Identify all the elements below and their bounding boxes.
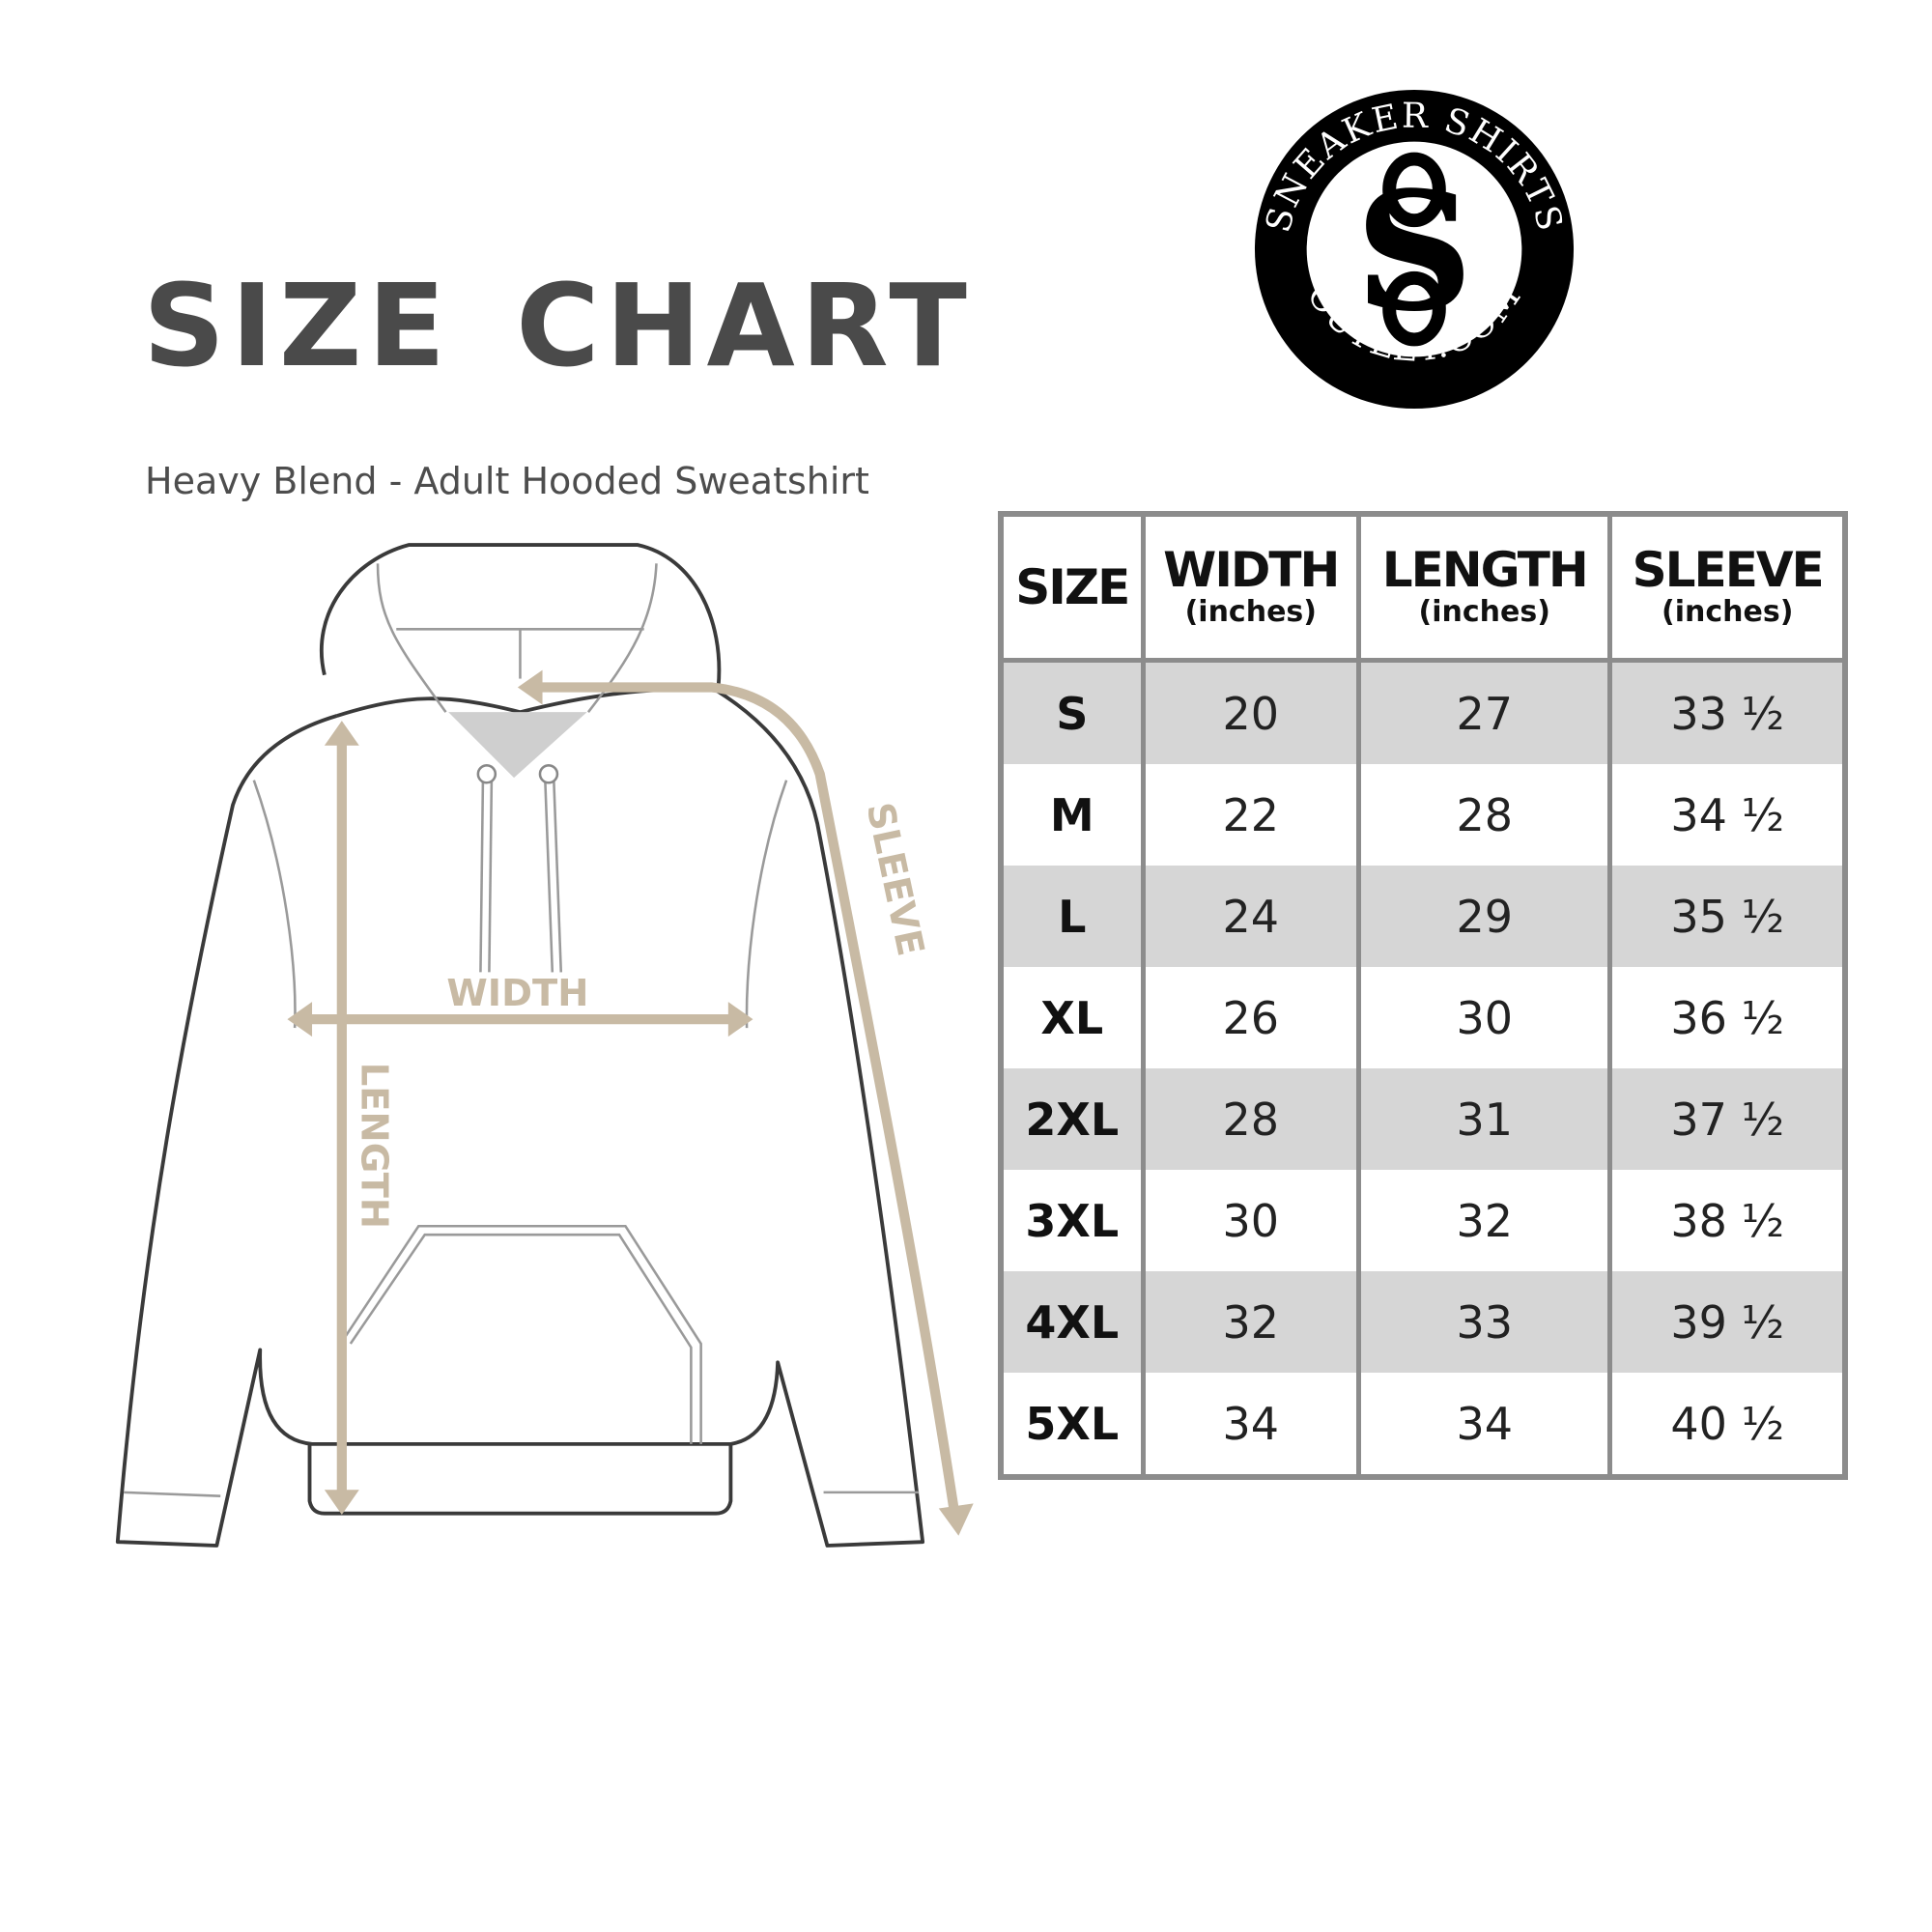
table-row: M 22 28 34 ½: [998, 764, 1848, 866]
svg-text:S: S: [1355, 156, 1473, 348]
sleeve-arrow: [525, 682, 961, 1529]
width-cell: 34: [1140, 1373, 1362, 1477]
sleeve-cell: 35 ½: [1607, 866, 1848, 967]
width-cell: 30: [1140, 1170, 1362, 1271]
length-cell: 28: [1356, 764, 1613, 866]
length-cell: 33: [1356, 1271, 1613, 1373]
hoodie-waistband: [307, 1443, 733, 1516]
header-sleeve: SLEEVE (inches): [1607, 511, 1848, 663]
width-cell: 32: [1140, 1271, 1362, 1373]
length-cell: 31: [1356, 1068, 1613, 1170]
hoodie-hood: [319, 543, 722, 688]
header-width: WIDTH (inches): [1140, 511, 1362, 663]
table-row: 5XL 34 34 40 ½: [998, 1373, 1848, 1477]
length-label: LENGTH: [352, 1063, 395, 1229]
sleeve-cell: 33 ½: [1607, 658, 1848, 764]
hoodie-body-outline: [115, 687, 925, 1548]
sleeve-cell: 34 ½: [1607, 764, 1848, 866]
size-cell: 2XL: [998, 1068, 1146, 1170]
width-cell: 22: [1140, 764, 1362, 866]
header-size: SIZE: [998, 511, 1146, 663]
size-cell: M: [998, 764, 1146, 866]
hoodie-pocket: [339, 1224, 702, 1444]
table-row: 2XL 28 31 37 ½: [998, 1068, 1848, 1170]
table-row: S 20 27 33 ½: [998, 658, 1848, 764]
size-table: SIZE WIDTH (inches) LENGTH (inches) SLEEVE…: [998, 511, 1848, 1480]
table-row: 3XL 30 32 38 ½: [998, 1170, 1848, 1271]
length-cell: 29: [1356, 866, 1613, 967]
product-subtitle: Heavy Blend - Adult Hooded Sweatshirt: [145, 460, 869, 502]
sleeve-cell: 36 ½: [1607, 967, 1848, 1068]
brand-logo: SNEAKER SHIRTS OUTLET.COM S: [1254, 89, 1575, 410]
size-cell: L: [998, 866, 1146, 967]
neck-opening: [448, 712, 587, 779]
page-title: SIZE CHART: [143, 259, 973, 392]
length-cell: 32: [1356, 1170, 1613, 1271]
length-cell: 30: [1356, 967, 1613, 1068]
width-cell: 28: [1140, 1068, 1362, 1170]
table-row: L 24 29 35 ½: [998, 866, 1848, 967]
size-cell: 5XL: [998, 1373, 1146, 1477]
width-cell: 24: [1140, 866, 1362, 967]
width-label: WIDTH: [446, 972, 588, 1015]
sleeve-cell: 38 ½: [1607, 1170, 1848, 1271]
sleeve-cell: 40 ½: [1607, 1373, 1848, 1477]
table-row: 4XL 32 33 39 ½: [998, 1271, 1848, 1373]
header-length: LENGTH (inches): [1356, 511, 1613, 663]
sleeve-cell: 39 ½: [1607, 1271, 1848, 1373]
length-cell: 34: [1356, 1373, 1613, 1477]
size-cell: XL: [998, 967, 1146, 1068]
sleeve-label: SLEEVE: [858, 799, 932, 960]
sleeve-cell: 37 ½: [1607, 1068, 1848, 1170]
table-row: XL 26 30 36 ½: [998, 967, 1848, 1068]
length-cell: 27: [1356, 658, 1613, 764]
hood-inner: [336, 686, 714, 718]
size-cell: S: [998, 658, 1146, 764]
table-header-row: SIZE WIDTH (inches) LENGTH (inches) SLEEVE…: [998, 511, 1848, 663]
width-cell: 26: [1140, 967, 1362, 1068]
size-cell: 3XL: [998, 1170, 1146, 1271]
width-cell: 20: [1140, 658, 1362, 764]
size-cell: 4XL: [998, 1271, 1146, 1373]
